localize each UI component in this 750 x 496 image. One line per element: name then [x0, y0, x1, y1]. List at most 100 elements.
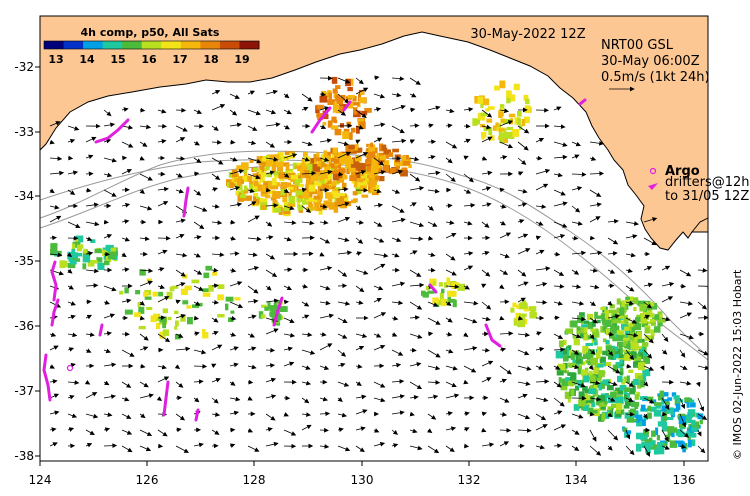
sst-pixel: [688, 415, 692, 423]
current-arrow: [391, 443, 399, 448]
sst-pixel: [174, 334, 181, 340]
current-arrow: [445, 108, 455, 114]
current-arrow: [67, 125, 80, 131]
current-arrow: [355, 205, 362, 211]
current-arrow: [103, 189, 117, 197]
sst-pixel: [613, 354, 620, 359]
current-arrow: [427, 154, 436, 160]
sst-pixel: [592, 336, 597, 342]
current-arrow: [229, 157, 238, 162]
current-arrow: [157, 429, 168, 437]
current-arrow: [265, 156, 279, 162]
current-arrow: [499, 441, 510, 447]
sst-pixel: [379, 143, 384, 152]
sst-pixel: [331, 181, 337, 186]
current-arrow: [265, 203, 279, 208]
current-arrow: [67, 138, 76, 144]
sst-pixel: [320, 172, 328, 179]
current-arrow: [571, 235, 579, 241]
sst-pixel: [328, 183, 336, 190]
current-arrow: [589, 396, 602, 402]
current-arrow: [607, 218, 619, 224]
current-arrow: [463, 365, 477, 373]
current-arrow: [229, 443, 236, 449]
sst-pixel: [609, 304, 615, 309]
sst-pixel: [654, 314, 660, 320]
current-arrow: [139, 393, 154, 399]
sst-pixel: [290, 174, 299, 180]
sst-pixel: [162, 329, 169, 336]
current-arrow: [499, 269, 509, 275]
y-tick-label: -33: [14, 125, 34, 139]
sst-pixel: [661, 399, 669, 403]
sst-pixel: [440, 298, 446, 307]
current-arrow: [553, 124, 566, 130]
current-arrow: [319, 237, 331, 244]
sst-pixel: [498, 128, 505, 132]
current-arrow: [535, 168, 551, 175]
current-arrow: [481, 283, 487, 289]
sst-pixel: [645, 445, 651, 454]
colorbar-swatch: [141, 41, 162, 49]
sst-pixel: [657, 320, 663, 327]
sst-pixel: [403, 155, 409, 160]
current-arrow: [391, 349, 404, 356]
sst-pixel: [654, 326, 661, 333]
sst-pixel: [280, 188, 286, 196]
sst-pixel: [352, 96, 357, 102]
current-arrow: [193, 331, 200, 337]
current-arrow: [121, 237, 130, 242]
sst-pixel: [626, 375, 630, 384]
sst-pixel: [388, 168, 396, 174]
sst-pixel: [615, 396, 624, 405]
sst-pixel: [697, 413, 704, 420]
y-tick-label: -35: [14, 254, 34, 268]
sst-pixel: [615, 362, 623, 369]
sst-pixel: [452, 299, 457, 308]
current-arrow: [553, 381, 562, 388]
sst-pixel: [623, 405, 630, 409]
current-arrow: [659, 365, 665, 371]
current-arrow: [265, 427, 273, 432]
current-arrow: [139, 205, 153, 211]
sst-pixel: [649, 302, 655, 307]
current-arrow: [571, 154, 580, 159]
sst-pixel: [271, 164, 276, 173]
current-arrow: [517, 202, 528, 208]
current-arrow: [553, 410, 563, 415]
current-arrow: [211, 220, 223, 226]
current-arrow: [661, 316, 671, 322]
sst-pixel: [305, 179, 313, 185]
sst-pixel: [364, 108, 372, 113]
sst-pixel: [309, 192, 313, 198]
current-arrow: [409, 92, 417, 98]
current-arrow: [211, 344, 223, 351]
sst-pixel: [564, 391, 572, 399]
current-arrow: [139, 173, 153, 181]
sst-pixel: [264, 194, 271, 199]
sst-pixel: [630, 342, 636, 350]
sst-pixel: [319, 95, 328, 103]
sst-pixel: [610, 311, 617, 316]
current-arrow: [337, 141, 349, 146]
axis-ticks: [35, 66, 685, 466]
current-arrow: [211, 157, 224, 165]
sst-pixel: [619, 359, 623, 365]
current-arrow: [211, 90, 221, 95]
current-arrow: [409, 250, 418, 255]
sst-pixel: [275, 161, 284, 167]
sst-pixel: [676, 399, 684, 403]
sst-pixel: [353, 198, 358, 203]
sst-pixel: [143, 291, 149, 297]
current-arrow: [121, 252, 127, 258]
current-arrow: [553, 106, 562, 111]
sst-pixel: [337, 178, 345, 183]
sst-pixel: [447, 296, 451, 303]
sst-pixel: [284, 207, 290, 212]
current-arrow: [211, 299, 219, 305]
sst-pixel: [602, 338, 607, 343]
current-arrow: [679, 349, 686, 358]
current-arrow: [409, 77, 421, 85]
sst-pixel: [642, 369, 651, 377]
current-arrow: [283, 220, 297, 226]
